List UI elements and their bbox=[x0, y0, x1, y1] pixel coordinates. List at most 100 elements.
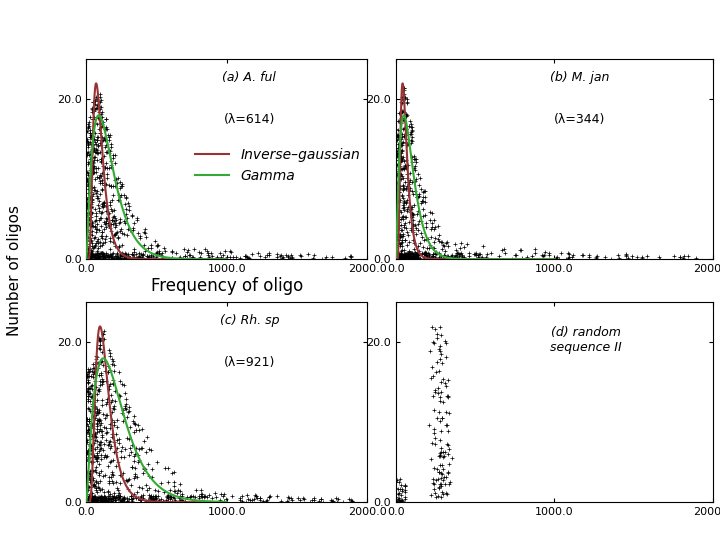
Point bbox=[86, 128, 98, 137]
Point bbox=[401, 111, 413, 119]
Point bbox=[84, 193, 96, 201]
Point bbox=[108, 421, 120, 429]
Point bbox=[263, 251, 274, 260]
Point bbox=[397, 152, 409, 161]
Point bbox=[395, 208, 407, 217]
Point bbox=[82, 377, 94, 386]
Point bbox=[82, 455, 94, 464]
Point bbox=[642, 252, 653, 260]
Point bbox=[89, 185, 101, 194]
Point bbox=[84, 417, 95, 426]
Point bbox=[99, 495, 110, 504]
Point bbox=[397, 215, 409, 224]
Point bbox=[403, 250, 415, 259]
Point bbox=[122, 225, 134, 233]
Point bbox=[227, 492, 238, 501]
Point bbox=[105, 252, 117, 260]
Point bbox=[393, 224, 405, 232]
Point bbox=[122, 494, 133, 502]
Point bbox=[89, 492, 101, 501]
Point bbox=[92, 97, 104, 105]
Point bbox=[96, 430, 108, 439]
Point bbox=[95, 248, 107, 257]
Point bbox=[392, 214, 403, 223]
Point bbox=[99, 143, 111, 151]
Point bbox=[427, 250, 438, 259]
Point bbox=[417, 212, 428, 220]
Point bbox=[109, 448, 120, 457]
Point bbox=[391, 253, 402, 262]
Point bbox=[91, 211, 102, 220]
Point bbox=[86, 219, 98, 228]
Point bbox=[399, 161, 410, 170]
Point bbox=[86, 221, 97, 230]
Point bbox=[428, 464, 440, 472]
Point bbox=[427, 372, 438, 381]
Point bbox=[99, 220, 111, 229]
Point bbox=[99, 496, 111, 504]
Point bbox=[135, 232, 146, 241]
Point bbox=[395, 215, 406, 224]
Point bbox=[148, 495, 159, 503]
Point bbox=[95, 497, 107, 505]
Point bbox=[82, 455, 94, 463]
Point bbox=[199, 491, 211, 500]
Point bbox=[143, 460, 154, 468]
Point bbox=[410, 157, 421, 166]
Point bbox=[107, 407, 118, 416]
Point bbox=[470, 251, 482, 259]
Point bbox=[87, 423, 99, 432]
Point bbox=[398, 85, 410, 94]
Point bbox=[94, 341, 105, 350]
Point bbox=[295, 252, 307, 260]
Point bbox=[137, 469, 148, 477]
Point bbox=[187, 253, 199, 261]
Point bbox=[86, 431, 98, 440]
Point bbox=[217, 251, 228, 260]
Point bbox=[86, 458, 97, 467]
Point bbox=[89, 145, 100, 154]
Point bbox=[393, 135, 405, 144]
Point bbox=[401, 170, 413, 179]
Point bbox=[441, 421, 453, 429]
Point bbox=[102, 251, 113, 259]
Point bbox=[420, 248, 431, 256]
Point bbox=[166, 497, 178, 506]
Point bbox=[100, 251, 112, 260]
Point bbox=[218, 490, 230, 498]
Point bbox=[152, 241, 163, 249]
Point bbox=[102, 487, 114, 495]
Point bbox=[91, 428, 103, 436]
Point bbox=[392, 251, 403, 259]
Point bbox=[139, 229, 150, 238]
Point bbox=[83, 250, 94, 259]
Point bbox=[91, 225, 102, 234]
Point bbox=[538, 252, 549, 260]
Point bbox=[121, 193, 132, 201]
Point bbox=[82, 483, 94, 491]
Point bbox=[89, 223, 100, 232]
Point bbox=[81, 174, 93, 183]
Point bbox=[152, 487, 163, 496]
Point bbox=[234, 253, 246, 262]
Point bbox=[98, 497, 109, 506]
Point bbox=[400, 178, 411, 186]
Point bbox=[392, 171, 403, 179]
Point bbox=[82, 379, 94, 388]
Point bbox=[90, 483, 102, 492]
Point bbox=[435, 482, 446, 490]
Point bbox=[122, 497, 134, 506]
Point bbox=[400, 111, 412, 120]
Point bbox=[118, 495, 130, 503]
Point bbox=[81, 251, 93, 259]
Point bbox=[82, 368, 94, 376]
Point bbox=[400, 251, 411, 260]
Point bbox=[115, 470, 127, 479]
Point bbox=[395, 157, 406, 166]
Point bbox=[394, 172, 405, 181]
Point bbox=[426, 219, 438, 227]
Point bbox=[99, 453, 110, 462]
Point bbox=[103, 221, 114, 230]
Point bbox=[86, 384, 98, 393]
Point bbox=[114, 377, 126, 386]
